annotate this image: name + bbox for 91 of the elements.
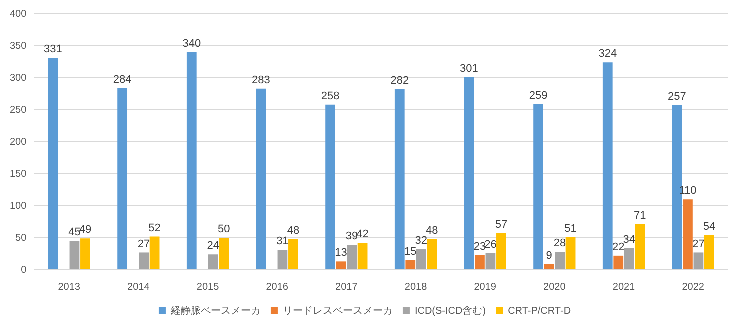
x-tick-label: 2014 — [128, 282, 150, 293]
bar — [464, 77, 474, 270]
x-tick-label: 2018 — [404, 282, 428, 293]
y-tick-label: 350 — [10, 40, 28, 52]
data-label: 45 — [68, 226, 81, 239]
data-label: 71 — [634, 210, 646, 222]
data-label: 9 — [546, 250, 552, 262]
bar — [150, 236, 160, 270]
data-label: 54 — [703, 220, 716, 233]
bar — [336, 262, 346, 270]
data-label: 52 — [148, 222, 161, 234]
legend-label: 経静脈ペースメーカ — [170, 304, 261, 317]
bar — [394, 90, 405, 270]
y-tick-label: 100 — [10, 200, 28, 212]
bar — [475, 255, 485, 270]
bar — [614, 256, 624, 270]
bar — [704, 235, 714, 270]
x-tick-label: 2019 — [474, 282, 497, 293]
data-label: 282 — [390, 75, 410, 88]
data-label: 22 — [612, 241, 625, 254]
y-tick-label: 50 — [16, 232, 28, 244]
data-label: 32 — [415, 235, 428, 248]
data-label: 50 — [218, 224, 230, 236]
bar — [80, 238, 90, 270]
data-label: 340 — [182, 38, 202, 50]
data-label: 284 — [113, 74, 132, 86]
data-label: 51 — [564, 222, 577, 235]
data-label: 27 — [692, 238, 705, 250]
data-label: 48 — [426, 224, 438, 237]
bar — [48, 58, 58, 270]
y-tick-label: 200 — [10, 136, 28, 148]
bar — [635, 224, 646, 270]
bar — [416, 250, 426, 270]
data-label: 48 — [287, 224, 300, 237]
data-label: 23 — [474, 240, 486, 253]
bar — [602, 62, 613, 270]
data-label: 301 — [460, 62, 478, 75]
data-label: 257 — [668, 91, 686, 104]
x-tick-label: 2017 — [336, 282, 358, 293]
y-tick-label: 300 — [10, 72, 28, 84]
bar — [208, 254, 218, 270]
data-label: 15 — [404, 246, 417, 258]
x-tick-label: 2016 — [266, 282, 289, 293]
legend-label: ICD(S-ICD含む) — [414, 304, 486, 317]
data-label: 13 — [335, 247, 348, 260]
data-label: 331 — [44, 44, 62, 56]
x-tick-label: 2022 — [682, 282, 705, 293]
bar — [347, 245, 357, 270]
x-tick-label: 2013 — [58, 282, 81, 293]
bar — [534, 104, 544, 270]
bar — [278, 250, 288, 270]
bar — [683, 200, 693, 270]
bar — [555, 252, 565, 270]
data-label: 39 — [346, 230, 358, 243]
data-label: 31 — [276, 236, 289, 248]
data-label: 27 — [138, 238, 150, 250]
data-label: 258 — [321, 90, 340, 102]
legend-label: CRT-P/CRT-D — [508, 306, 572, 317]
bar — [186, 52, 197, 270]
bar — [624, 248, 634, 270]
x-tick-label: 2015 — [196, 282, 220, 293]
bar — [219, 238, 230, 270]
y-tick-label: 250 — [10, 104, 28, 116]
data-label: 26 — [484, 238, 497, 251]
data-label: 57 — [495, 219, 508, 232]
bar — [118, 88, 128, 270]
x-tick-label: 2021 — [612, 282, 636, 293]
bar — [70, 241, 80, 270]
data-label: 283 — [252, 74, 270, 86]
legend-label: リードレスペースメーカ — [282, 306, 393, 317]
bar — [288, 239, 298, 270]
bar — [694, 252, 704, 270]
y-tick-label: 400 — [10, 8, 28, 20]
bar — [139, 252, 149, 270]
data-label: 42 — [356, 228, 369, 241]
data-label: 28 — [554, 238, 566, 250]
data-label: 259 — [529, 90, 548, 102]
bar — [326, 104, 336, 270]
bar — [358, 243, 368, 270]
bar — [256, 88, 266, 270]
y-tick-label: 0 — [21, 264, 28, 276]
y-tick-label: 150 — [10, 168, 28, 180]
x-tick-label: 2020 — [544, 282, 566, 293]
bar — [427, 239, 438, 270]
data-label: 49 — [79, 224, 92, 236]
data-label: 324 — [598, 48, 618, 60]
bar — [486, 253, 496, 270]
bar — [566, 237, 576, 270]
bar — [544, 264, 554, 270]
bar — [406, 260, 416, 270]
bar — [496, 234, 506, 270]
